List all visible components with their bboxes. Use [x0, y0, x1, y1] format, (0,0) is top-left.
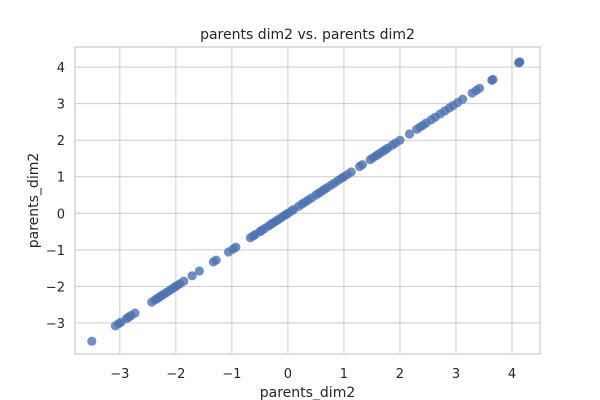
- data-point: [211, 255, 221, 265]
- x-tick-label: 4: [508, 367, 516, 382]
- data-point: [130, 308, 140, 318]
- x-axis-ticks: −3 −2 −1 0 1 2 3 4: [110, 367, 516, 382]
- chart-title: parents dim2 vs. parents dim2: [200, 27, 415, 43]
- data-point: [458, 94, 468, 104]
- y-tick-label: −3: [46, 317, 65, 332]
- data-point: [515, 57, 525, 67]
- plot-area-frame: [74, 46, 541, 355]
- y-tick-label: 1: [57, 171, 65, 186]
- data-point: [87, 336, 97, 346]
- y-tick-label: 2: [57, 134, 65, 149]
- data-point: [346, 167, 356, 177]
- y-tick-label: 0: [57, 207, 65, 222]
- grid-lines: [75, 47, 540, 354]
- x-tick-label: 3: [452, 367, 460, 382]
- x-tick-label: −2: [166, 367, 185, 382]
- x-tick-label: −1: [222, 367, 241, 382]
- data-point: [395, 135, 405, 145]
- x-tick-label: 0: [284, 367, 292, 382]
- data-point: [187, 271, 197, 281]
- data-point: [194, 266, 204, 276]
- y-tick-label: −1: [46, 244, 65, 259]
- y-tick-label: 4: [57, 61, 65, 76]
- x-tick-label: 2: [396, 367, 404, 382]
- y-axis-label: parents_dim2: [26, 153, 42, 249]
- data-point: [488, 74, 498, 85]
- x-tick-label: −3: [110, 367, 129, 382]
- data-points: [87, 57, 525, 346]
- data-point: [357, 160, 368, 170]
- y-tick-label: −2: [46, 280, 65, 295]
- y-axis-ticks: −3 −2 −1 0 1 2 3 4: [46, 61, 65, 332]
- data-point: [231, 242, 241, 252]
- data-point: [404, 129, 415, 139]
- data-point: [474, 83, 485, 93]
- data-point: [179, 276, 189, 286]
- x-axis-label: parents_dim2: [260, 385, 356, 400]
- y-tick-label: 3: [57, 98, 65, 113]
- x-tick-label: 1: [340, 367, 348, 382]
